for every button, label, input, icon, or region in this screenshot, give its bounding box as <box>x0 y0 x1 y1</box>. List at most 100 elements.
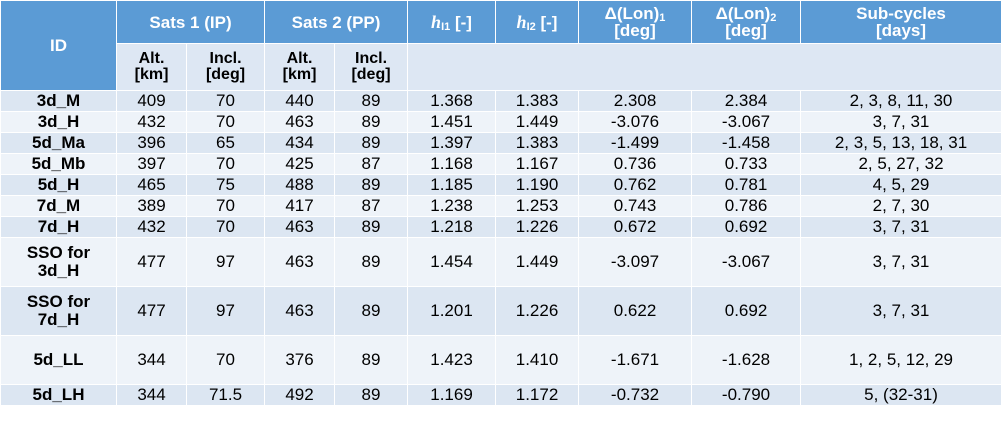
cell-h2: 1.253 <box>495 195 580 217</box>
cell-h2: 1.383 <box>495 90 580 112</box>
cell-incl1: 70 <box>185 216 266 238</box>
cell-h2: 1.226 <box>495 216 580 238</box>
id-header: ID <box>0 0 117 91</box>
cell-h2: 1.172 <box>495 384 580 406</box>
cell-dlon1: 0.743 <box>578 195 693 217</box>
row-id-line1: 7d_M <box>36 196 81 215</box>
cell-alt2: 417 <box>264 195 336 217</box>
subheader-row: Alt. [km] Incl. [deg] Alt. [km] Incl. [deg] <box>1 43 1001 91</box>
incl1-subheader: Incl. [deg] <box>185 43 266 91</box>
row-id-line1: 3d_M <box>36 91 81 110</box>
cell-h1: 1.185 <box>407 174 497 196</box>
cell-dlon1: -0.732 <box>578 384 693 406</box>
cell-alt2: 463 <box>264 237 336 287</box>
cell-alt2: 440 <box>264 90 336 112</box>
cell-dlon1: -1.499 <box>578 132 693 154</box>
cell-h1: 1.368 <box>407 90 497 112</box>
cell-dlon2: 0.692 <box>691 286 802 336</box>
cell-dlon2: 2.384 <box>691 90 802 112</box>
subcycles-header: Sub-cycles [days] <box>800 0 1001 44</box>
cell-sub: 5, (32-31) <box>800 384 1001 406</box>
cell-incl1: 75 <box>185 174 266 196</box>
cell-alt1: 344 <box>116 335 187 385</box>
table-row: 3d_H 432 70 463 89 1.451 1.449 -3.076 -3.067 3, 7… <box>0 111 1001 133</box>
cell-h1: 1.169 <box>407 384 497 406</box>
row-id: 5d_LL <box>0 335 117 385</box>
cell-alt1: 477 <box>116 286 187 336</box>
sats1-header: Sats 1 (IP) <box>115 0 266 44</box>
cell-incl1: 70 <box>185 153 266 175</box>
cell-incl2: 89 <box>334 90 409 112</box>
cell-h1: 1.454 <box>407 237 497 287</box>
cell-incl1: 70 <box>185 111 266 133</box>
cell-h1: 1.201 <box>407 286 497 336</box>
cell-dlon2: 0.786 <box>691 195 802 217</box>
header-row: ID Sats 1 (IP) Sats 2 (PP) hI1 [-] hI2 [… <box>0 0 1001 91</box>
cell-incl2: 89 <box>334 335 409 385</box>
cell-alt1: 396 <box>116 132 187 154</box>
table-row: 3d_M 409 70 440 89 1.368 1.383 2.308 2.384 2, 3, … <box>0 90 1001 112</box>
cell-alt1: 465 <box>116 174 187 196</box>
row-id: 5d_Mb <box>0 153 117 175</box>
row-id: 5d_H <box>0 174 117 196</box>
cell-h1: 1.218 <box>407 216 497 238</box>
cell-incl2: 89 <box>334 111 409 133</box>
cell-incl2: 89 <box>334 132 409 154</box>
cell-sub: 4, 5, 29 <box>800 174 1001 196</box>
row-id: SSO for 7d_H <box>0 286 117 336</box>
cell-alt1: 389 <box>116 195 187 217</box>
dlon1-header: Δ(Lon)1 [deg] <box>578 0 693 44</box>
row-id-line1: 5d_LL <box>33 350 84 369</box>
empty-subheader <box>407 43 1001 91</box>
table-row: 7d_H 432 70 463 89 1.218 1.226 0.672 0.692 3, 7, … <box>0 216 1001 238</box>
cell-sub: 2, 5, 27, 32 <box>800 153 1001 175</box>
cell-sub: 3, 7, 31 <box>800 216 1001 238</box>
incl2-subheader: Incl. [deg] <box>334 43 409 91</box>
cell-dlon1: 2.308 <box>578 90 693 112</box>
cell-dlon2: 0.733 <box>691 153 802 175</box>
cell-h2: 1.226 <box>495 286 580 336</box>
table-row: SSO for 3d_H 477 97 463 89 1.454 1.449 -3.097 -3.… <box>0 237 1001 287</box>
cell-alt1: 432 <box>116 111 187 133</box>
cell-alt1: 344 <box>116 384 187 406</box>
cell-h2: 1.410 <box>495 335 580 385</box>
row-id-line1: 7d_H <box>37 217 80 236</box>
table-row: 5d_H 465 75 488 89 1.185 1.190 0.762 0.781 4, 5, … <box>0 174 1001 196</box>
cell-h1: 1.168 <box>407 153 497 175</box>
table-row: 5d_Ma 396 65 434 89 1.397 1.383 -1.499 -1.458 2, … <box>0 132 1001 154</box>
table-body: 3d_M 409 70 440 89 1.368 1.383 2.308 2.384 2, 3, … <box>0 90 1001 406</box>
row-id: 5d_LH <box>0 384 117 406</box>
cell-dlon1: -3.076 <box>578 111 693 133</box>
cell-h1: 1.397 <box>407 132 497 154</box>
cell-dlon1: 0.762 <box>578 174 693 196</box>
cell-incl1: 65 <box>185 132 266 154</box>
cell-dlon2: -3.067 <box>691 237 802 287</box>
cell-alt1: 409 <box>116 90 187 112</box>
cell-incl1: 97 <box>185 237 266 287</box>
cell-alt2: 425 <box>264 153 336 175</box>
cell-incl1: 71.5 <box>185 384 266 406</box>
row-id-line1: 5d_H <box>37 175 80 194</box>
orbit-table: ID Sats 1 (IP) Sats 2 (PP) hI1 [-] hI2 [… <box>0 0 1001 406</box>
row-id-line1: 5d_Mb <box>31 154 86 173</box>
cell-dlon2: -3.067 <box>691 111 802 133</box>
cell-dlon2: 0.781 <box>691 174 802 196</box>
cell-dlon1: -1.671 <box>578 335 693 385</box>
cell-sub: 2, 3, 5, 13, 18, 31 <box>800 132 1001 154</box>
cell-alt2: 463 <box>264 216 336 238</box>
cell-sub: 3, 7, 31 <box>800 237 1001 287</box>
cell-alt2: 488 <box>264 174 336 196</box>
cell-alt2: 434 <box>264 132 336 154</box>
cell-alt1: 432 <box>116 216 187 238</box>
row-id: 3d_M <box>0 90 117 112</box>
table-row: 5d_LL 344 70 376 89 1.423 1.410 -1.671 -1.628 1, … <box>0 335 1001 385</box>
row-id: 5d_Ma <box>0 132 117 154</box>
cell-h2: 1.383 <box>495 132 580 154</box>
table-row: 7d_M 389 70 417 87 1.238 1.253 0.743 0.786 2, 7, … <box>0 195 1001 217</box>
cell-h1: 1.423 <box>407 335 497 385</box>
row-id-line1: 5d_Ma <box>32 133 85 152</box>
cell-sub: 1, 2, 5, 12, 29 <box>800 335 1001 385</box>
cell-sub: 3, 7, 31 <box>800 111 1001 133</box>
h2-header: hI2 [-] <box>495 0 580 44</box>
cell-h2: 1.449 <box>495 111 580 133</box>
